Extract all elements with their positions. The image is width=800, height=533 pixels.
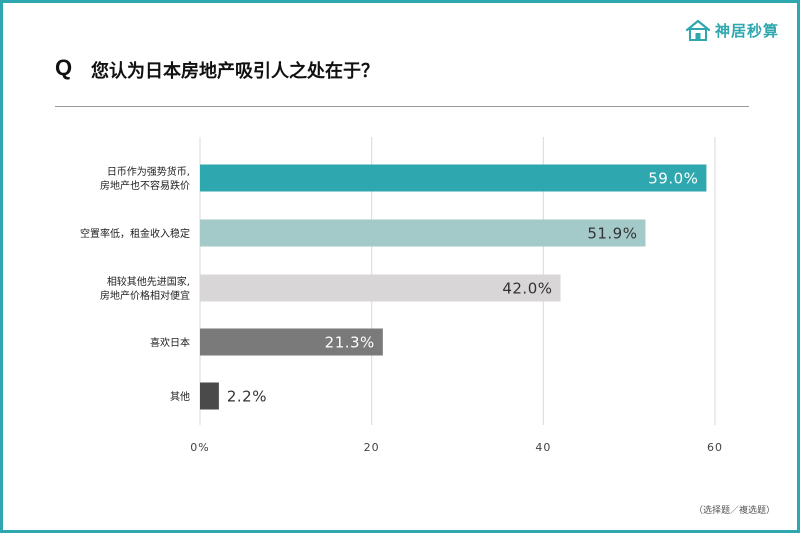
x-tick-label: 60 — [707, 441, 723, 454]
category-label: 房地产价格相对便宜 — [100, 289, 190, 302]
category-label: 相较其他先进国家, — [107, 275, 190, 288]
x-axis-ticks: 0% 20 40 60 — [190, 441, 723, 454]
data-label: 51.9% — [587, 225, 637, 243]
house-icon — [685, 19, 711, 41]
category-label: 喜欢日本 — [150, 336, 190, 349]
data-label: 42.0% — [502, 280, 552, 298]
category-label: 日币作为强势货币, — [107, 165, 190, 178]
x-tick-label: 0% — [190, 441, 209, 454]
data-label: 21.3% — [325, 334, 375, 352]
bar — [200, 328, 383, 356]
bars: 59.0% 51.9% 42.0% 21.3% 2.2% — [200, 164, 707, 410]
question-marker: Q — [55, 55, 73, 80]
bar — [200, 164, 707, 192]
title-divider — [55, 106, 749, 107]
bar — [200, 382, 219, 410]
brand-name: 神居秒算 — [714, 21, 779, 40]
brand-logo: 神居秒算 — [685, 19, 779, 41]
category-label: 其他 — [170, 390, 190, 403]
data-label: 59.0% — [648, 170, 698, 188]
category-label: 房地产也不容易跌价 — [100, 179, 190, 192]
question-type-note: （选择题／複选题） — [693, 506, 775, 516]
x-tick-label: 40 — [535, 441, 551, 454]
category-labels: 日币作为强势货币,房地产也不容易跌价空置率低，租金收入稳定相较其他先进国家,房地… — [80, 165, 190, 403]
page-title: 您认为日本房地产吸引人之处在于？ — [91, 61, 379, 82]
bar — [200, 274, 561, 302]
bar — [200, 219, 646, 247]
data-label: 2.2% — [227, 388, 267, 406]
page-frame: 神居秒算 Q 您认为日本房地产吸引人之处在于？ （选择题／複选题） — [3, 3, 797, 530]
category-label: 空置率低，租金收入稳定 — [80, 227, 190, 240]
x-tick-label: 20 — [364, 441, 380, 454]
